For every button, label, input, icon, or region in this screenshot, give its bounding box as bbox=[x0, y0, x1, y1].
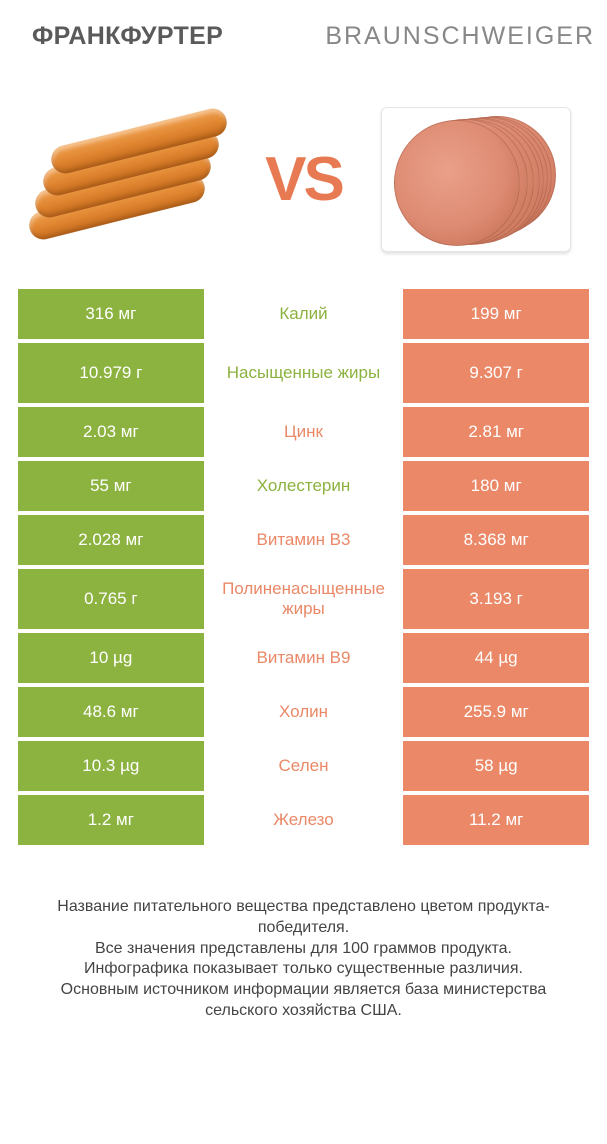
value-left: 2.03 мг bbox=[18, 407, 204, 457]
value-left: 2.028 мг bbox=[18, 515, 204, 565]
value-right: 44 µg bbox=[403, 633, 589, 683]
nutrient-label: Холин bbox=[204, 687, 404, 737]
value-left: 0.765 г bbox=[18, 569, 204, 629]
value-right: 8.368 мг bbox=[403, 515, 589, 565]
table-row: 0.765 гПолиненасыщенные жиры3.193 г bbox=[18, 569, 589, 629]
comparison-table: 316 мгКалий199 мг10.979 гНасыщенные жиры… bbox=[0, 289, 607, 845]
table-row: 1.2 мгЖелезо11.2 мг bbox=[18, 795, 589, 845]
table-row: 10 µgВитамин B944 µg bbox=[18, 633, 589, 683]
table-row: 10.979 гНасыщенные жиры9.307 г bbox=[18, 343, 589, 403]
nutrient-label: Насыщенные жиры bbox=[204, 343, 404, 403]
value-right: 199 мг bbox=[403, 289, 589, 339]
nutrient-label: Калий bbox=[204, 289, 404, 339]
table-row: 2.03 мгЦинк2.81 мг bbox=[18, 407, 589, 457]
value-right: 9.307 г bbox=[403, 343, 589, 403]
value-right: 3.193 г bbox=[403, 569, 589, 629]
nutrient-label: Железо bbox=[204, 795, 404, 845]
value-left: 55 мг bbox=[18, 461, 204, 511]
table-row: 2.028 мгВитамин B38.368 мг bbox=[18, 515, 589, 565]
nutrient-label: Цинк bbox=[204, 407, 404, 457]
value-right: 11.2 мг bbox=[403, 795, 589, 845]
value-left: 10.3 µg bbox=[18, 741, 204, 791]
table-row: 10.3 µgСелен58 µg bbox=[18, 741, 589, 791]
value-left: 10.979 г bbox=[18, 343, 204, 403]
braunschweiger-image bbox=[368, 107, 583, 252]
product-title-right: BRAUNSCHWEIGER bbox=[325, 22, 595, 51]
nutrient-label: Холестерин bbox=[204, 461, 404, 511]
product-title-left: ФРАНКФУРТЕР bbox=[32, 22, 223, 51]
footer-line: Название питательного вещества представл… bbox=[57, 898, 549, 936]
value-right: 255.9 мг bbox=[403, 687, 589, 737]
vs-label: VS bbox=[265, 144, 342, 215]
nutrient-label: Селен bbox=[204, 741, 404, 791]
value-left: 316 мг bbox=[18, 289, 204, 339]
header: ФРАНКФУРТЕР BRAUNSCHWEIGER bbox=[0, 0, 607, 59]
value-right: 58 µg bbox=[403, 741, 589, 791]
nutrient-label: Витамин B9 bbox=[204, 633, 404, 683]
value-left: 10 µg bbox=[18, 633, 204, 683]
value-right: 180 мг bbox=[403, 461, 589, 511]
frankfurter-image bbox=[24, 119, 239, 239]
footer-line: Основным источником информации является … bbox=[61, 981, 547, 1019]
table-row: 316 мгКалий199 мг bbox=[18, 289, 589, 339]
nutrient-label: Витамин B3 bbox=[204, 515, 404, 565]
footer-line: Инфографика показывает только существенн… bbox=[84, 960, 523, 977]
table-row: 55 мгХолестерин180 мг bbox=[18, 461, 589, 511]
footer-note: Название питательного вещества представл… bbox=[0, 849, 607, 1022]
table-row: 48.6 мгХолин255.9 мг bbox=[18, 687, 589, 737]
value-left: 48.6 мг bbox=[18, 687, 204, 737]
nutrient-label: Полиненасыщенные жиры bbox=[204, 569, 404, 629]
value-left: 1.2 мг bbox=[18, 795, 204, 845]
value-right: 2.81 мг bbox=[403, 407, 589, 457]
footer-line: Все значения представлены для 100 граммо… bbox=[95, 940, 512, 957]
image-row: VS bbox=[0, 59, 607, 289]
